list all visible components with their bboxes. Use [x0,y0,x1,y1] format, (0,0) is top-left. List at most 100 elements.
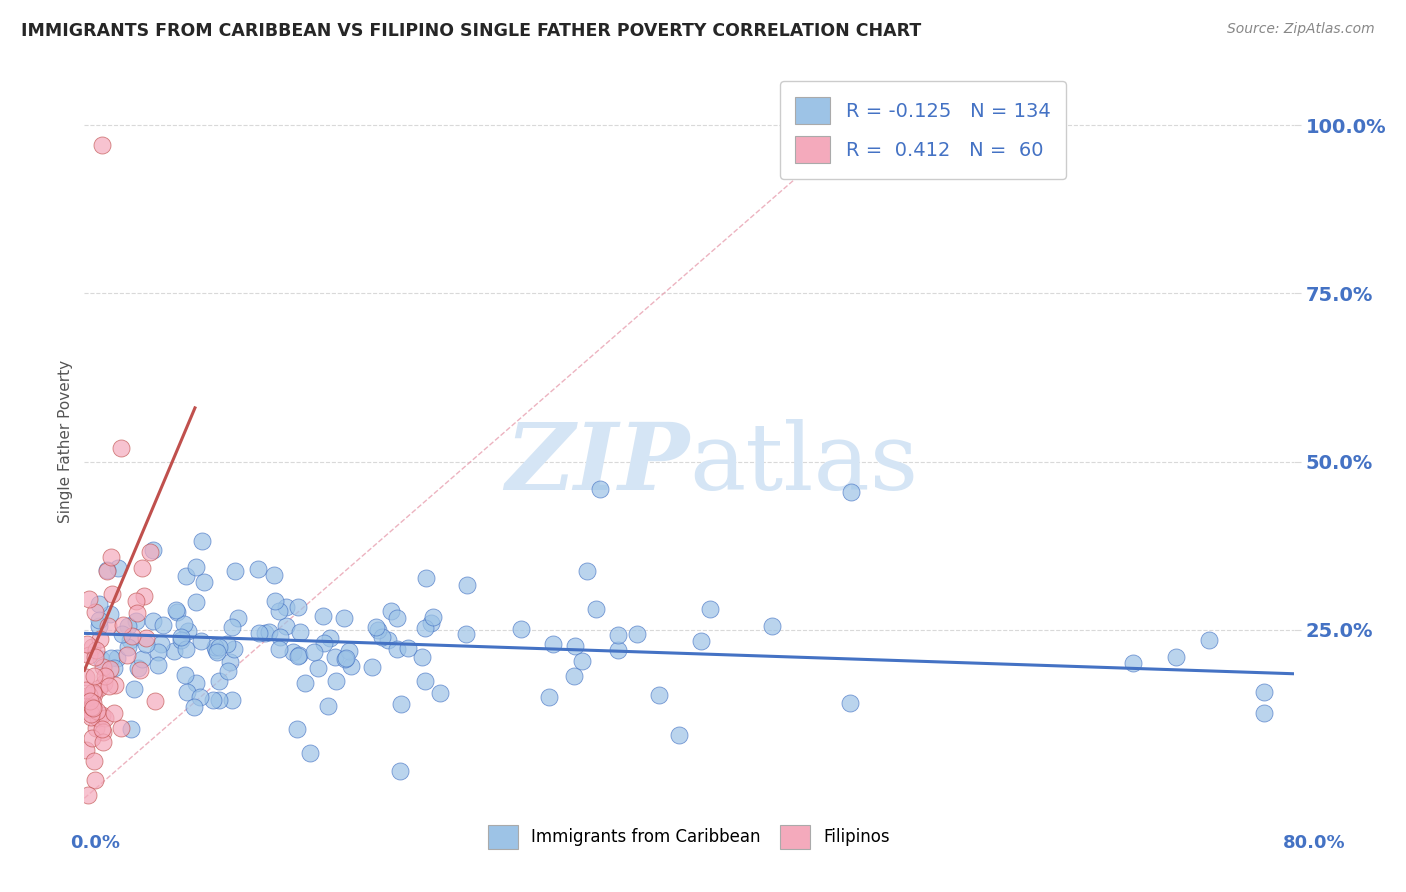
Point [205,642,228,657]
Point [143,694,166,708]
Point [94,711,117,725]
Point [127,606,149,620]
Point [367,623,389,637]
Point [75,702,97,716]
Point [285,722,308,736]
Point [87,619,110,633]
Point [75,743,97,757]
Point [177,624,200,639]
Point [87,597,110,611]
Point [385,641,408,656]
Point [575,564,598,578]
Point [606,628,628,642]
Point [120,633,142,648]
Point [129,663,152,677]
Point [96,563,118,577]
Point [148,644,170,658]
Point [202,692,225,706]
Point [454,627,477,641]
Point [110,442,132,456]
Point [221,693,243,707]
Point [318,631,340,645]
Point [135,637,157,651]
Point [422,610,444,624]
Point [80,710,103,724]
Point [298,746,321,760]
Point [77,648,100,662]
Point [127,661,149,675]
Point [142,614,165,628]
Point [389,697,412,711]
Point [132,590,155,604]
Point [93,675,115,690]
Point [91,138,114,153]
Point [325,674,347,689]
Point [371,630,394,644]
Point [689,634,711,648]
Point [103,706,125,721]
Point [259,625,281,640]
Text: atlas: atlas [689,418,918,508]
Point [562,669,585,683]
Point [82,685,104,699]
Point [247,562,270,576]
Point [104,678,127,692]
Point [174,641,197,656]
Point [110,721,132,735]
Point [83,669,105,683]
Point [83,773,105,788]
Point [208,674,231,689]
Point [208,693,231,707]
Point [456,578,478,592]
Point [429,686,451,700]
Point [316,698,339,713]
Point [413,673,436,688]
Y-axis label: Single Father Poverty: Single Father Poverty [58,360,73,523]
Point [82,700,104,714]
Text: 0.0%: 0.0% [70,834,121,852]
Point [224,564,246,578]
Point [146,658,169,673]
Point [323,650,346,665]
Point [411,649,433,664]
Point [648,688,671,702]
Point [337,644,360,658]
Point [626,627,648,641]
Point [83,754,105,768]
Point [89,632,111,647]
Point [77,592,100,607]
Point [80,731,103,745]
Point [288,648,311,663]
Point [142,542,165,557]
Point [361,660,384,674]
Point [380,604,402,618]
Point [307,661,329,675]
Point [76,637,98,651]
Point [312,635,335,649]
Point [86,721,108,735]
Point [124,614,146,628]
Point [87,613,110,627]
Point [82,696,104,710]
Text: ZIP: ZIP [505,418,689,508]
Point [98,607,121,622]
Point [105,650,128,665]
Point [107,561,129,575]
Point [84,649,107,664]
Point [190,690,212,705]
Point [170,630,193,644]
Point [122,682,145,697]
Text: Source: ZipAtlas.com: Source: ZipAtlas.com [1227,22,1375,37]
Point [79,688,101,702]
Point [75,670,97,684]
Point [184,594,207,608]
Point [761,618,783,632]
Point [117,619,139,633]
Point [190,634,212,648]
Point [215,637,238,651]
Point [217,664,239,678]
Point [385,611,408,625]
Point [100,587,122,601]
Point [174,569,197,583]
Point [221,620,243,634]
